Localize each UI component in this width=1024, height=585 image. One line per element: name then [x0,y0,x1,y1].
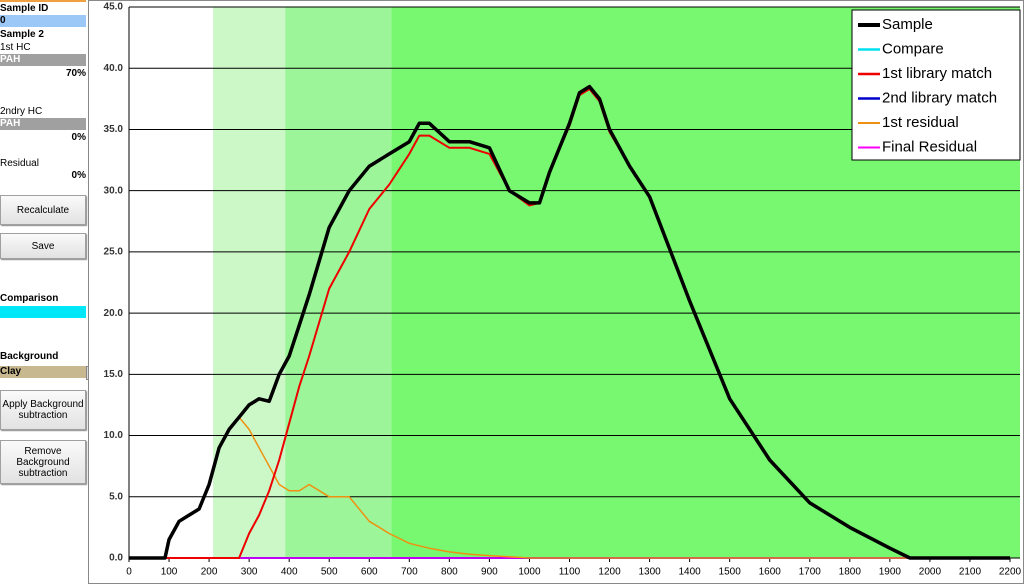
legend-box [851,9,1021,161]
x-tick-label: 1300 [638,567,661,578]
shaded-band [213,7,286,558]
x-tick-label: 1700 [799,567,822,578]
legend-label: Final Residual [882,138,977,155]
x-tick-label: 200 [201,567,218,578]
x-tick-label: 400 [281,567,298,578]
x-tick-label: 1100 [559,567,581,578]
legend-label: 1st library match [882,65,992,82]
dropdown[interactable]: Clay [0,366,86,378]
label: 2ndry HC [0,106,43,117]
button[interactable]: Remove Background subtraction [0,440,86,484]
x-tick-label: 1600 [759,567,782,578]
y-tick-label: 35.0 [104,124,124,135]
y-tick-label: 30.0 [104,185,124,196]
x-tick-label: 1900 [879,567,902,578]
y-tick-label: 0.0 [109,553,123,564]
x-tick-label: 700 [401,567,418,578]
x-tick-label: 800 [441,567,458,578]
x-tick-label: 2000 [919,567,942,578]
y-tick-label: 45.0 [104,2,124,13]
legend-label: 2nd library match [882,89,997,106]
label: Comparison [0,293,59,304]
x-tick-label: 500 [321,567,338,578]
x-tick-label: 2200 [999,567,1022,578]
y-tick-label: 5.0 [109,491,123,502]
series-line [129,84,1010,560]
x-tick-label: 900 [481,567,498,578]
chart: 0.0 5.0 10.0 15.0 20.0 25.0 30.0 35.0 40.0 45.0 0 1… [88,0,1024,584]
x-tick-label: 1200 [598,567,621,578]
shaded-band [285,7,392,558]
x-tick-label: 300 [241,567,258,578]
x-tick-label: 1500 [719,567,742,578]
label: Background [0,351,59,362]
field: PAH [0,54,86,66]
button[interactable]: Apply Background subtraction [0,390,86,430]
value: 0% [71,132,86,143]
x-tick-label: 1800 [839,567,862,578]
y-tick-label: 15.0 [104,369,124,380]
legend-label: 1st residual [882,114,959,131]
field: PAH [0,118,86,130]
x-tick-label: 600 [361,567,378,578]
y-tick-label: 40.0 [104,63,124,74]
label: Sample 2 [0,29,44,40]
y-tick-label: 10.0 [104,430,124,441]
button[interactable]: Save [0,233,86,259]
legend: Sample Compare 1st library match 2nd librar… [851,9,1021,161]
value: 0% [71,170,86,181]
label: 1st HC [0,42,31,53]
control-panel: Sample ID 0 Sample 2 1st HC PAH 70% 2ndr… [0,0,102,585]
x-tick-label: 100 [161,567,178,578]
label: Sample ID [0,3,49,14]
button[interactable]: Recalculate [0,195,86,225]
x-tick-label: 2100 [959,567,982,578]
field[interactable]: 0 [0,15,86,27]
legend-label: Compare [882,40,944,57]
field[interactable] [0,306,86,318]
y-tick-label: 20.0 [104,308,124,319]
y-tick-label: 25.0 [104,247,124,258]
label: Residual [0,158,39,169]
accent [0,0,86,2]
x-tick-label: 1400 [679,567,702,578]
legend-label: Sample [882,16,933,33]
value: 70% [65,68,86,79]
x-tick-label: 0 [126,567,132,578]
x-tick-label: 1000 [518,567,541,578]
